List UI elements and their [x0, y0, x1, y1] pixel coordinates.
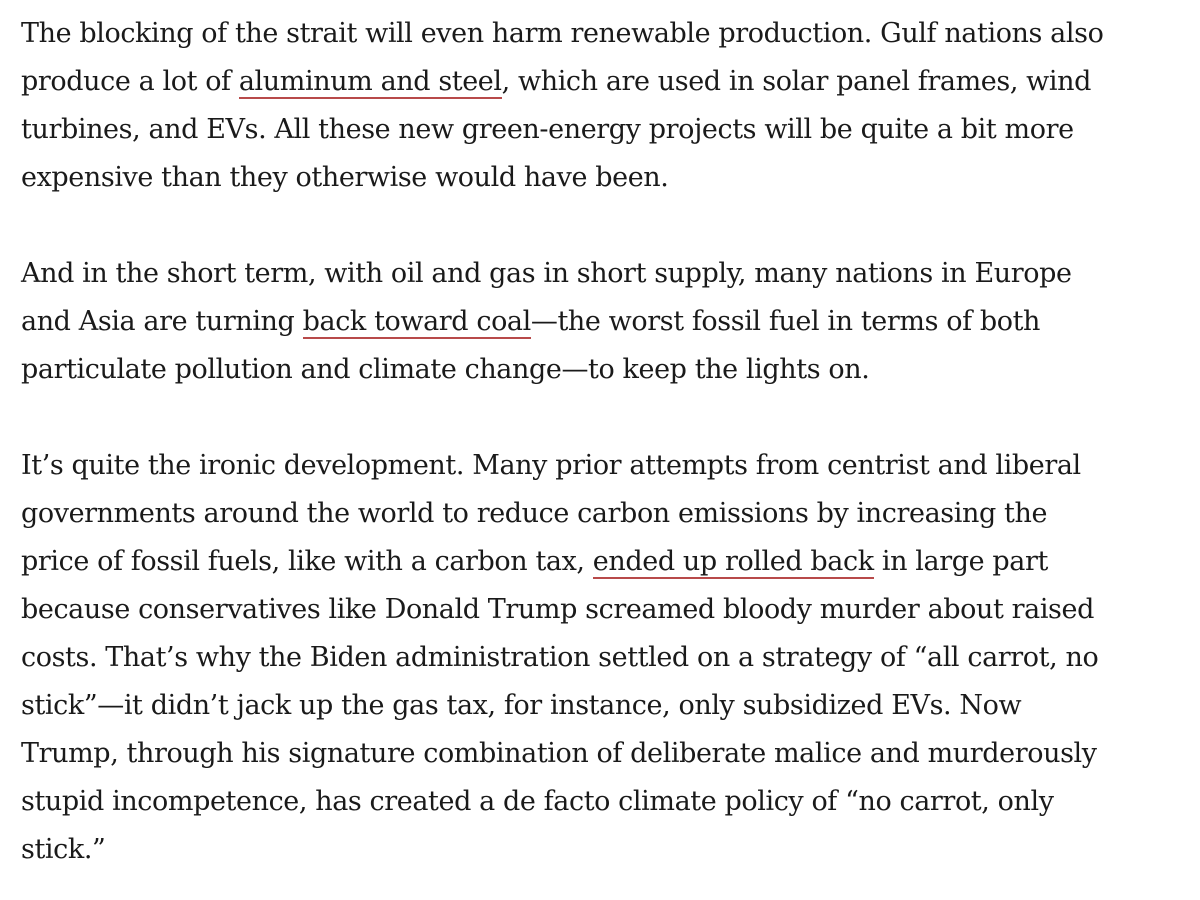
text-run: stick.” — [21, 834, 106, 865]
text-run: stupid incompetence, has created a de fa… — [21, 786, 1054, 817]
text-line: costs. That’s why the Biden administrati… — [21, 634, 1191, 682]
text-line: because conservatives like Donald Trump … — [21, 586, 1191, 634]
text-line: It’s quite the ironic development. Many … — [21, 442, 1191, 490]
text-line: stick”—it didn’t jack up the gas tax, fo… — [21, 682, 1191, 730]
text-line: and Asia are turning back toward coal—th… — [21, 298, 1191, 346]
text-line: expensive than they otherwise would have… — [21, 154, 1191, 202]
text-run: And in the short term, with oil and gas … — [21, 258, 1072, 289]
inline-link[interactable]: ended up rolled back — [592, 546, 874, 579]
text-run: , which are used in solar panel frames, … — [501, 66, 1092, 97]
text-run: and Asia are turning — [21, 306, 303, 337]
text-run: price of fossil fuels, like with a carbo… — [21, 546, 593, 577]
text-run: in large part — [873, 546, 1048, 577]
paragraph: The blocking of the strait will even har… — [21, 10, 1191, 202]
text-run: costs. That’s why the Biden administrati… — [21, 642, 1099, 673]
text-line: stick.” — [21, 826, 1191, 874]
text-run: particulate pollution and climate change… — [21, 354, 870, 385]
text-line: produce a lot of aluminum and steel, whi… — [21, 58, 1191, 106]
text-line: particulate pollution and climate change… — [21, 346, 1191, 394]
paragraph: And in the short term, with oil and gas … — [21, 250, 1191, 394]
text-line: turbines, and EVs. All these new green-e… — [21, 106, 1191, 154]
text-run: It’s quite the ironic development. Many … — [21, 450, 1081, 481]
inline-link[interactable]: aluminum and steel — [238, 66, 502, 99]
text-run: turbines, and EVs. All these new green-e… — [21, 114, 1074, 145]
text-run: produce a lot of — [21, 66, 239, 97]
paragraph: It’s quite the ironic development. Many … — [21, 442, 1191, 874]
text-run: expensive than they otherwise would have… — [21, 162, 669, 193]
text-run: governments around the world to reduce c… — [21, 498, 1048, 529]
text-line: Trump, through his signature combination… — [21, 730, 1191, 778]
text-line: And in the short term, with oil and gas … — [21, 250, 1191, 298]
text-line: price of fossil fuels, like with a carbo… — [21, 538, 1191, 586]
text-run: The blocking of the strait will even har… — [21, 18, 1104, 49]
text-run: Trump, through his signature combination… — [21, 738, 1097, 769]
inline-link[interactable]: back toward coal — [302, 306, 531, 339]
text-run: —the worst fossil fuel in terms of both — [530, 306, 1041, 337]
text-run: stick”—it didn’t jack up the gas tax, fo… — [21, 690, 1022, 721]
text-run: because conservatives like Donald Trump … — [21, 594, 1094, 625]
text-line: The blocking of the strait will even har… — [21, 10, 1191, 58]
text-line: stupid incompetence, has created a de fa… — [21, 778, 1191, 826]
text-line: governments around the world to reduce c… — [21, 490, 1191, 538]
